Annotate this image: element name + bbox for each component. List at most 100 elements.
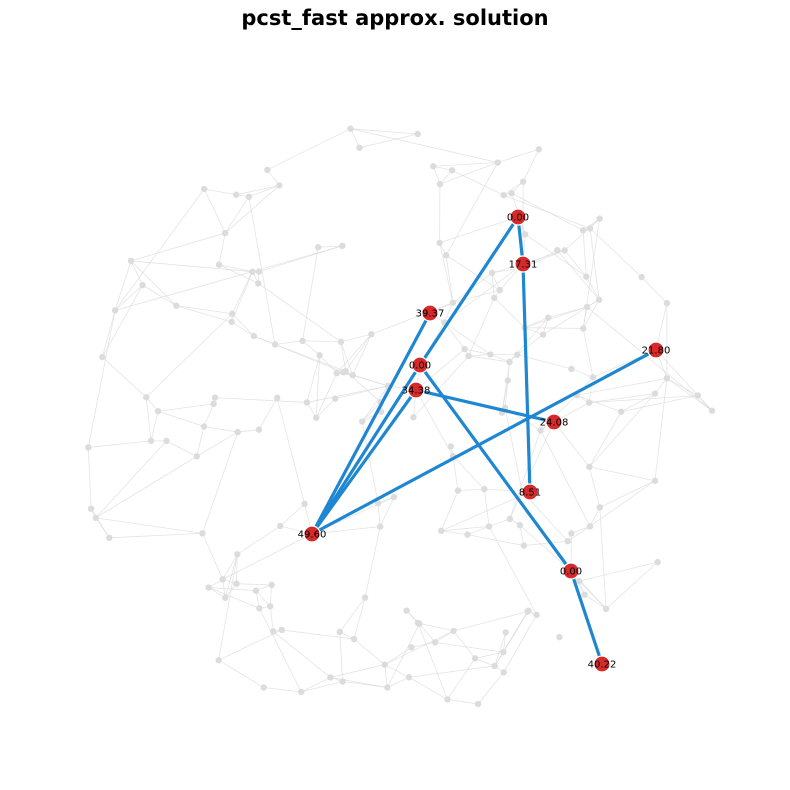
background-node — [381, 661, 388, 668]
background-node — [491, 294, 498, 302]
background-edge — [576, 377, 667, 396]
background-edge — [109, 532, 203, 539]
background-node — [299, 337, 306, 345]
background-node — [545, 314, 552, 321]
background-node — [193, 453, 200, 460]
background-node — [568, 365, 575, 373]
solution-node-e — [647, 341, 665, 359]
background-node — [500, 648, 507, 656]
background-node — [494, 159, 501, 166]
background-edge — [236, 583, 272, 586]
background-node — [127, 257, 135, 265]
background-node — [256, 605, 263, 612]
background-edge — [452, 455, 485, 490]
background-edge — [340, 341, 347, 372]
background-edge — [255, 590, 271, 607]
solution-node-label-f: 34.38 — [402, 386, 431, 397]
solution-edge-f-i — [310, 388, 418, 536]
background-edge — [474, 657, 495, 667]
background-node — [314, 244, 322, 251]
background-edge — [157, 403, 214, 412]
background-node — [663, 375, 671, 382]
background-edge — [654, 378, 668, 481]
background-node — [255, 280, 262, 287]
background-edge — [408, 665, 495, 678]
background-edge — [584, 594, 607, 610]
background-node — [506, 515, 514, 523]
background-edge — [311, 526, 381, 535]
background-edge — [433, 162, 498, 167]
background-edge — [666, 377, 713, 412]
background-edge — [95, 517, 110, 539]
background-edge — [417, 622, 448, 700]
background-node — [221, 229, 229, 237]
background-edge — [439, 216, 519, 244]
background-node — [215, 261, 223, 268]
background-node — [414, 130, 421, 138]
background-edge — [87, 447, 92, 509]
background-edge — [621, 395, 698, 413]
background-edge — [503, 194, 591, 229]
background-node — [436, 180, 444, 188]
background-edge — [475, 651, 504, 659]
background-node — [471, 655, 479, 662]
background-node — [431, 639, 439, 646]
background-edge — [340, 341, 354, 376]
background-edge — [433, 165, 453, 171]
background-edge — [477, 672, 505, 705]
background-node — [535, 146, 543, 153]
background-edge — [176, 305, 233, 315]
background-edge — [435, 641, 504, 653]
background-edge — [267, 128, 351, 171]
solution-edge-f-g — [414, 388, 556, 424]
background-edge — [145, 397, 152, 441]
solution-edge-d-i — [310, 363, 422, 536]
background-edge — [371, 302, 454, 335]
background-node — [255, 426, 263, 433]
solution-node-label-i: 49.60 — [298, 530, 327, 541]
background-edge — [490, 354, 510, 363]
background-edge — [564, 218, 600, 251]
background-edge — [524, 327, 544, 335]
background-edge — [589, 411, 622, 468]
background-node — [301, 500, 308, 508]
background-node — [568, 530, 575, 537]
background-node — [356, 144, 363, 151]
solution-node-label-j: 0.00 — [560, 567, 582, 578]
background-node — [390, 493, 398, 501]
solution-node-b — [514, 255, 532, 273]
background-edge — [130, 260, 253, 273]
solution-node-label-c: 39.37 — [416, 309, 445, 320]
background-node — [376, 523, 384, 530]
solution-node-label-h: 8.51 — [519, 488, 541, 499]
background-edge — [352, 374, 389, 387]
background-edge — [102, 356, 147, 398]
background-node — [589, 374, 597, 381]
background-edge — [231, 313, 255, 337]
background-edge — [202, 533, 224, 580]
background-node — [271, 341, 279, 348]
background-edge — [203, 426, 238, 433]
solution-node-i — [303, 525, 321, 543]
background-edge — [315, 355, 321, 418]
background-edge — [586, 306, 713, 412]
background-edge — [224, 196, 250, 234]
background-node — [519, 178, 527, 185]
background-edge — [269, 606, 274, 632]
background-edge — [339, 631, 344, 682]
background-node — [461, 345, 468, 353]
background-node — [539, 331, 547, 338]
background-edge — [208, 587, 260, 609]
background-edge — [464, 348, 491, 355]
background-edge — [522, 149, 540, 182]
background-edge — [666, 377, 698, 396]
background-node — [586, 225, 594, 232]
solution-edge-b-h — [521, 262, 532, 494]
background-node — [520, 542, 528, 549]
background-edge — [589, 393, 656, 404]
background-edge — [272, 631, 331, 678]
background-node — [694, 392, 701, 399]
background-node — [442, 252, 450, 259]
background-edge — [339, 597, 366, 633]
background-node — [596, 215, 603, 222]
